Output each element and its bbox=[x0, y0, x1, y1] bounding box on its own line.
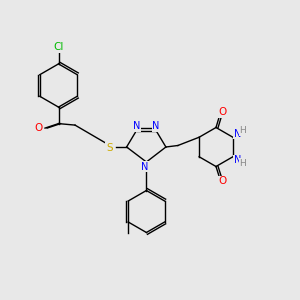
Text: O: O bbox=[34, 123, 43, 133]
Text: O: O bbox=[218, 107, 227, 117]
Text: N: N bbox=[152, 121, 160, 131]
Text: N: N bbox=[234, 155, 241, 165]
Text: H: H bbox=[239, 126, 246, 135]
Text: S: S bbox=[106, 142, 113, 153]
Text: N: N bbox=[133, 121, 140, 131]
Text: N: N bbox=[234, 129, 241, 139]
Text: N: N bbox=[141, 161, 148, 172]
Text: Cl: Cl bbox=[53, 42, 64, 52]
Text: H: H bbox=[239, 159, 246, 168]
Text: O: O bbox=[218, 176, 227, 187]
